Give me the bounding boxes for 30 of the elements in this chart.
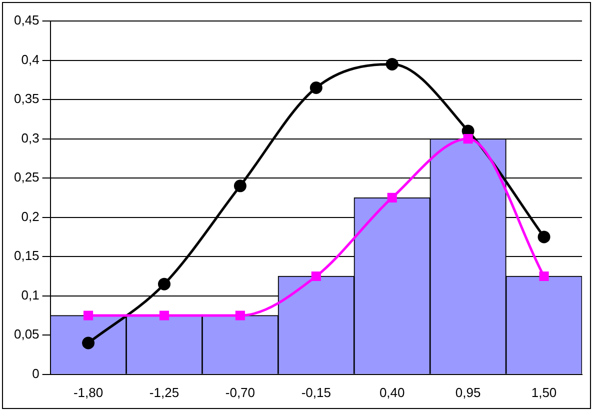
y-tick-label: 0,05 xyxy=(14,326,40,342)
y-tick-label: 0,3 xyxy=(21,130,40,146)
point xyxy=(387,192,397,202)
point xyxy=(83,310,94,320)
x-tick-label: -1,80 xyxy=(73,384,104,400)
point xyxy=(539,271,549,282)
point xyxy=(311,271,321,282)
y-tick-label: 0,35 xyxy=(14,91,40,106)
y-tick-label: 0,45 xyxy=(14,12,40,28)
y-tick-label: 0,4 xyxy=(21,52,40,67)
point xyxy=(158,278,170,290)
point xyxy=(386,58,398,70)
x-tick-label: 1,50 xyxy=(531,384,557,400)
point xyxy=(82,336,95,350)
y-tick-label: 0,1 xyxy=(21,287,40,302)
y-tick-label: 0 xyxy=(32,366,40,381)
point xyxy=(235,310,245,320)
y-tick-label: 0,15 xyxy=(14,248,40,264)
x-tick-label: -1,25 xyxy=(149,384,180,400)
point xyxy=(310,82,322,94)
x-tick-label: -0,70 xyxy=(225,384,256,400)
point xyxy=(234,180,246,192)
point xyxy=(463,134,473,144)
x-tick-label: 0,40 xyxy=(379,384,405,400)
point xyxy=(538,230,550,244)
y-tick-label: 0,2 xyxy=(21,208,40,224)
x-tick-label: 0,95 xyxy=(455,384,481,400)
point xyxy=(159,310,170,320)
y-tick-label: 0,25 xyxy=(14,170,40,185)
x-tick-label: -0,15 xyxy=(301,384,331,400)
